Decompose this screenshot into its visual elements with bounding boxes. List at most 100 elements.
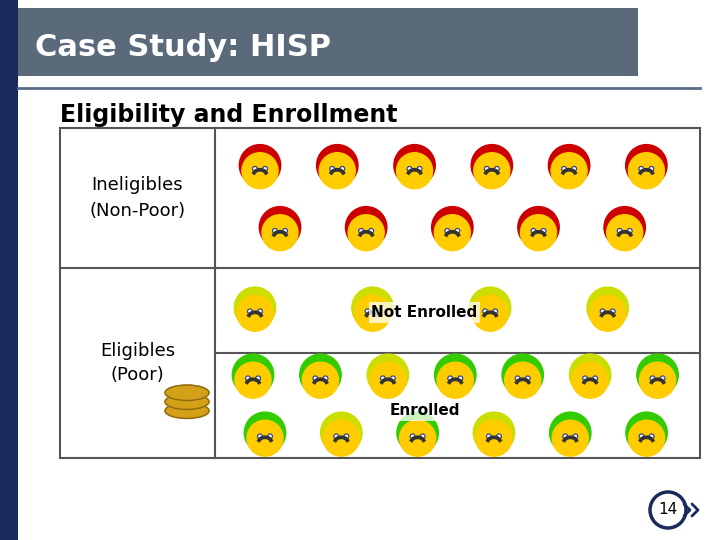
Circle shape: [377, 310, 379, 313]
Circle shape: [248, 309, 252, 314]
Circle shape: [369, 228, 374, 233]
Circle shape: [370, 362, 406, 398]
Circle shape: [375, 309, 380, 314]
Circle shape: [235, 362, 271, 398]
Circle shape: [446, 230, 449, 232]
Circle shape: [639, 434, 644, 438]
Circle shape: [408, 168, 410, 170]
Circle shape: [259, 310, 261, 313]
Circle shape: [498, 435, 500, 437]
Circle shape: [320, 412, 362, 454]
Circle shape: [526, 376, 530, 381]
Circle shape: [575, 435, 577, 437]
Circle shape: [531, 228, 536, 233]
Circle shape: [590, 295, 626, 331]
Circle shape: [247, 377, 249, 380]
Circle shape: [549, 412, 591, 454]
Circle shape: [397, 153, 433, 188]
Circle shape: [563, 168, 565, 170]
Circle shape: [521, 215, 557, 251]
Circle shape: [300, 354, 341, 395]
Circle shape: [626, 412, 667, 454]
Circle shape: [237, 295, 273, 331]
Circle shape: [582, 376, 588, 381]
Circle shape: [400, 420, 436, 456]
Text: Eligibles
(Poor): Eligibles (Poor): [100, 341, 175, 384]
Circle shape: [325, 377, 327, 380]
Circle shape: [456, 230, 459, 232]
Circle shape: [474, 153, 510, 188]
Circle shape: [359, 228, 364, 233]
Circle shape: [253, 166, 257, 171]
Circle shape: [323, 376, 328, 381]
Circle shape: [317, 145, 358, 186]
Circle shape: [471, 145, 513, 186]
Circle shape: [239, 145, 281, 186]
Circle shape: [390, 376, 395, 381]
Circle shape: [397, 412, 438, 454]
Circle shape: [611, 309, 615, 314]
Circle shape: [570, 354, 611, 395]
Circle shape: [274, 230, 276, 232]
Circle shape: [302, 362, 338, 398]
Ellipse shape: [165, 403, 209, 418]
Circle shape: [422, 435, 424, 437]
Circle shape: [600, 309, 605, 314]
Circle shape: [573, 168, 575, 170]
Circle shape: [392, 377, 394, 380]
Text: Enrolled: Enrolled: [390, 403, 460, 418]
Circle shape: [334, 434, 338, 438]
Circle shape: [637, 354, 678, 395]
Circle shape: [652, 377, 654, 380]
Circle shape: [473, 412, 515, 454]
Circle shape: [448, 376, 453, 381]
Circle shape: [259, 207, 301, 248]
Circle shape: [497, 434, 501, 438]
Circle shape: [254, 168, 256, 170]
Circle shape: [246, 376, 251, 381]
Circle shape: [242, 153, 278, 188]
Circle shape: [516, 376, 520, 381]
Circle shape: [516, 377, 518, 380]
Circle shape: [495, 166, 499, 171]
Circle shape: [256, 376, 261, 381]
Circle shape: [594, 377, 596, 380]
Circle shape: [269, 435, 271, 437]
Circle shape: [629, 153, 665, 188]
Circle shape: [458, 376, 463, 381]
Circle shape: [263, 166, 267, 171]
Circle shape: [330, 166, 335, 171]
Circle shape: [382, 377, 384, 380]
Circle shape: [612, 310, 614, 313]
Circle shape: [482, 309, 487, 314]
Circle shape: [365, 309, 370, 314]
Circle shape: [492, 309, 498, 314]
Circle shape: [367, 354, 408, 395]
Circle shape: [268, 434, 272, 438]
Circle shape: [234, 287, 276, 328]
Bar: [60, 128, 700, 458]
Circle shape: [394, 145, 436, 186]
Circle shape: [264, 168, 266, 170]
Circle shape: [639, 362, 675, 398]
Circle shape: [449, 377, 451, 380]
Circle shape: [572, 166, 577, 171]
Circle shape: [484, 310, 486, 313]
Circle shape: [432, 207, 473, 248]
Circle shape: [273, 228, 277, 233]
Circle shape: [626, 145, 667, 186]
Circle shape: [486, 168, 488, 170]
Text: Eligibility and Enrollment: Eligibility and Enrollment: [60, 103, 397, 127]
Circle shape: [408, 166, 412, 171]
Circle shape: [572, 362, 608, 398]
Circle shape: [584, 377, 586, 380]
Circle shape: [315, 377, 317, 380]
Circle shape: [233, 354, 274, 395]
Ellipse shape: [165, 385, 209, 401]
Circle shape: [354, 295, 390, 331]
Circle shape: [617, 228, 622, 233]
Circle shape: [607, 215, 643, 251]
Circle shape: [587, 287, 629, 328]
Circle shape: [323, 420, 359, 456]
Text: Case Study: HISP: Case Study: HISP: [35, 33, 331, 63]
